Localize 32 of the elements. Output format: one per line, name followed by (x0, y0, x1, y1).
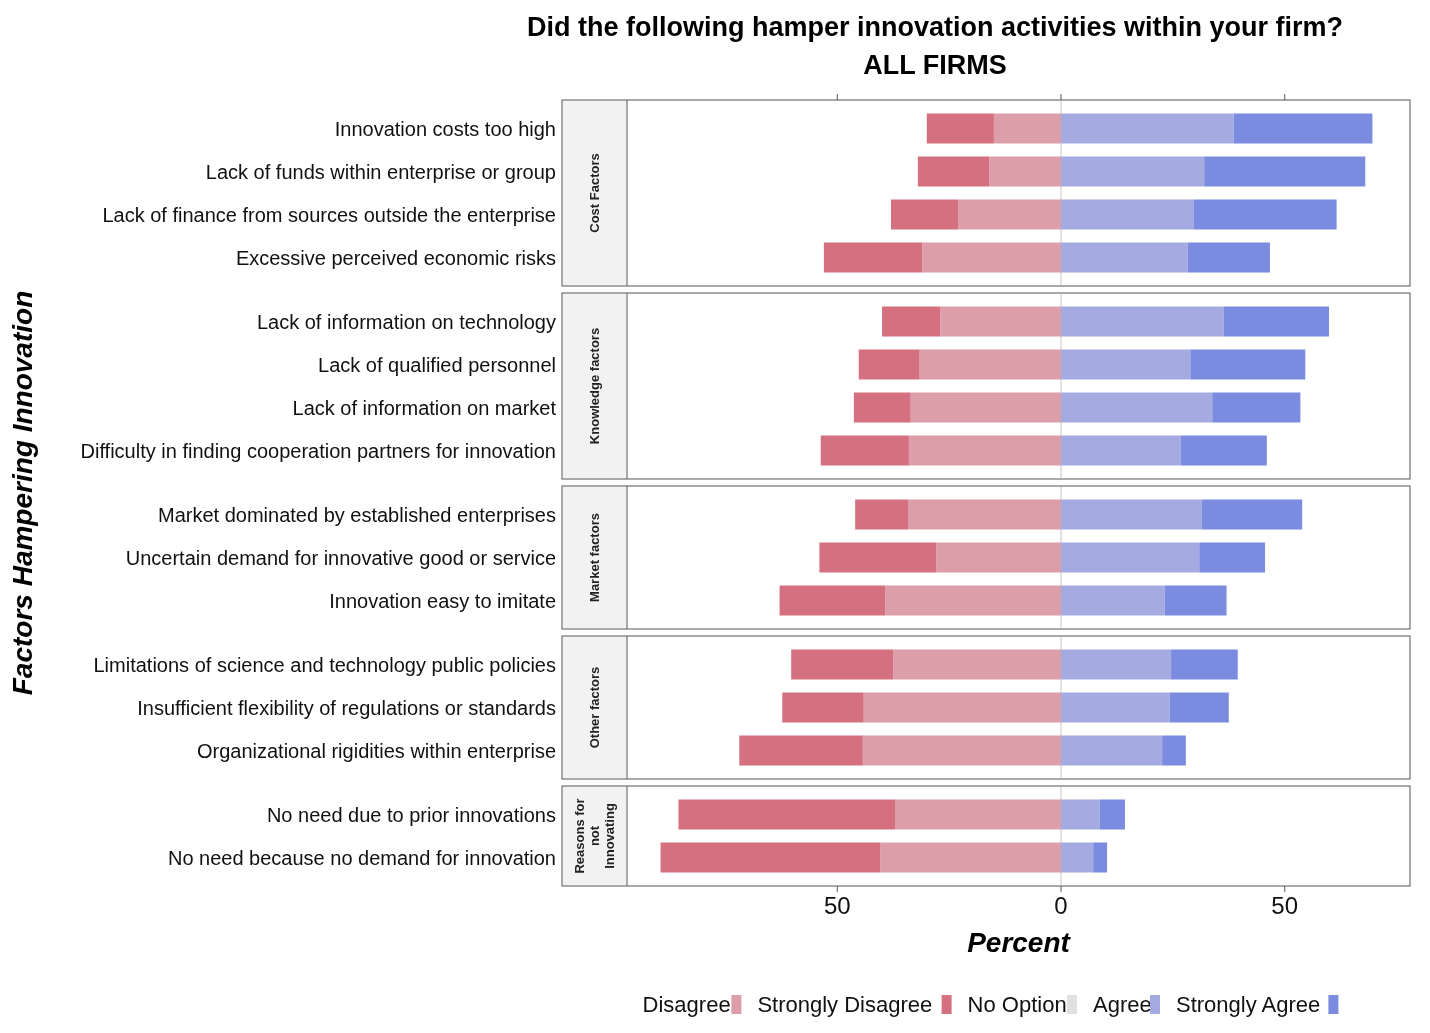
legend-label: Agree (1093, 992, 1152, 1017)
legend-label: Disagree (642, 992, 731, 1017)
legend-label: Strongly Agree (1176, 992, 1321, 1017)
y-tick-label: Organizational rigidities within enterprise (196, 739, 556, 762)
y-tick-label: Innovation easy to imitate (329, 589, 556, 612)
legend-label: Strongly Disagree (757, 992, 933, 1017)
y-tick-label: Market dominated by established enterprises (158, 503, 556, 526)
y-tick-label: Limitations of science and technology public policies (93, 653, 556, 676)
text: Knowledge factors (586, 327, 602, 445)
text: Other factors (586, 666, 602, 749)
y-tick-label: No need due to prior innovations (266, 803, 556, 826)
chart-title: Did the following hamper innovation activities within your firm? ALL FIRMS (526, 12, 1344, 80)
x-tick-label: 0 (1054, 892, 1068, 919)
text: Market factors (586, 513, 602, 602)
y-tick-label: Lack of information on technology (256, 310, 556, 333)
y-tick-label: Excessive perceived economic risks (235, 246, 556, 269)
y-tick-label: Innovation costs too high (334, 117, 556, 140)
x-tick-label: 50 (1271, 892, 1299, 919)
y-tick-label: Lack of funds within enterprise or group (205, 160, 556, 183)
text: Cost Factors (586, 153, 602, 233)
text: Reasons for not Innovating (571, 798, 617, 874)
y-tick-label: Insufficient flexibility of regulations or standards (137, 696, 556, 719)
y-tick-label: Lack of information on market (292, 396, 557, 419)
x-tick-label: 50 (823, 892, 851, 919)
y-tick-label: Difficulty in finding cooperation partners for innovation (80, 439, 556, 462)
y-tick-label: Lack of finance from sources outside the enterprise (102, 203, 556, 226)
y-axis-title: Factors Hampering Innovation (7, 290, 38, 696)
y-tick-label: No need because no demand for innovation (167, 846, 556, 869)
x-axis-title: Percent (967, 927, 1072, 958)
legend-label: No Option (967, 992, 1067, 1017)
y-tick-label: Uncertain demand for innovative good or service (125, 546, 556, 569)
y-tick-label: Lack of qualified personnel (318, 353, 556, 376)
